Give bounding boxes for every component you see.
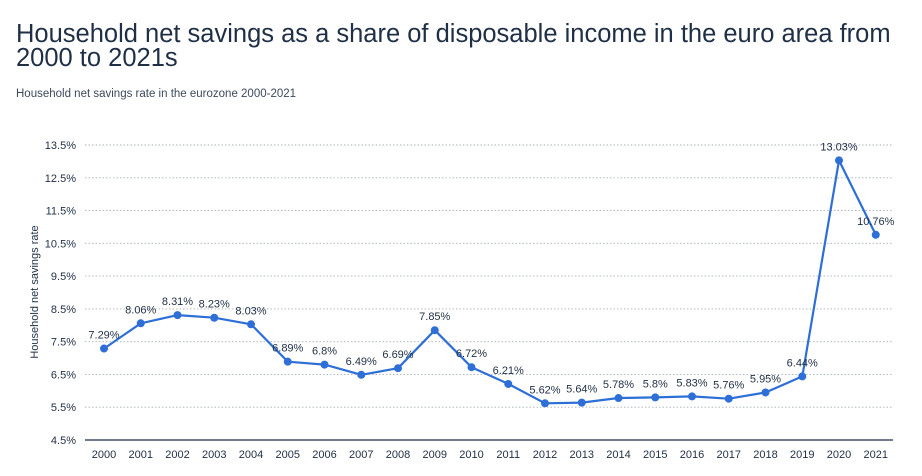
data-label: 8.06% [125, 304, 156, 316]
x-tick-label: 2009 [423, 449, 447, 461]
y-axis-label: Household net savings rate [29, 225, 41, 358]
x-tick-label: 2016 [680, 449, 704, 461]
data-label: 5.83% [676, 377, 707, 389]
x-tick-label: 2003 [202, 449, 226, 461]
x-tick-label: 2001 [129, 449, 153, 461]
data-point[interactable] [724, 394, 733, 403]
data-point[interactable] [577, 398, 586, 407]
data-point[interactable] [504, 379, 513, 388]
y-tick-layer: 13.5% 12.5% 11.5% 10.5% 9.5% 8.5% 7.5% 6.5% 5.5%… [45, 140, 76, 447]
data-point[interactable] [136, 319, 145, 328]
data-label: 7.85% [419, 311, 450, 323]
point-layer [100, 156, 880, 408]
data-point[interactable] [247, 320, 255, 329]
data-point[interactable] [688, 392, 696, 401]
data-point[interactable] [651, 393, 660, 402]
data-label: 5.95% [750, 373, 781, 385]
x-tick-label: 2002 [165, 449, 189, 461]
data-label: 10.76% [857, 216, 895, 228]
y-tick-label: 13.5% [45, 140, 76, 152]
data-label: 6.49% [346, 356, 377, 368]
data-label: 8.03% [235, 305, 266, 317]
data-point[interactable] [614, 394, 623, 403]
data-point[interactable] [173, 311, 182, 320]
x-tick-label: 2019 [790, 449, 814, 461]
grid-layer [85, 144, 893, 441]
data-label: 8.31% [162, 296, 193, 308]
data-point[interactable] [100, 344, 108, 353]
data-label: 8.23% [199, 299, 230, 311]
x-tick-label: 2014 [606, 449, 630, 461]
data-label: 6.89% [272, 343, 303, 355]
x-tick-label: 2013 [570, 449, 594, 461]
x-tick-label: 2017 [717, 449, 741, 461]
chart-title: Household net savings as a share of disp… [16, 20, 891, 72]
data-label-layer: 7.29% 8.06% 8.31% 8.23% 8.03% 6.89% 6.8% 6.49% 6… [88, 141, 894, 396]
data-point[interactable] [467, 363, 476, 372]
y-tick-label: 10.5% [45, 238, 76, 250]
data-label: 6.72% [456, 348, 487, 360]
y-tick-label: 12.5% [45, 173, 76, 185]
x-tick-label: 2005 [276, 449, 300, 461]
y-tick-label: 7.5% [51, 337, 76, 349]
x-tick-label: 2012 [533, 449, 557, 461]
series-line [103, 159, 877, 405]
data-label: 6.8% [312, 346, 337, 358]
x-tick-label: 2018 [753, 449, 777, 461]
x-tick-label: 2010 [459, 449, 483, 461]
data-label: 5.62% [529, 384, 560, 396]
data-point[interactable] [283, 357, 292, 366]
data-point[interactable] [357, 370, 366, 379]
x-tick-label: 2011 [496, 449, 520, 461]
y-tick-label: 5.5% [51, 402, 76, 414]
x-tick-layer: 2000 2001 2002 2003 2004 2005 2006 2007 2008 2009… [92, 449, 888, 461]
x-tick-label: 2006 [312, 449, 336, 461]
x-tick-label: 2020 [827, 449, 851, 461]
x-tick-label: 2015 [643, 449, 667, 461]
data-point[interactable] [430, 326, 439, 335]
y-tick-label: 8.5% [51, 304, 76, 316]
data-label: 6.21% [493, 365, 524, 377]
data-label: 5.76% [713, 380, 744, 392]
x-tick-label: 2007 [349, 449, 373, 461]
data-point[interactable] [761, 388, 770, 397]
y-tick-label: 4.5% [51, 435, 76, 447]
data-point[interactable] [871, 230, 880, 239]
data-label: 5.8% [643, 378, 668, 390]
data-label: 6.69% [382, 349, 413, 361]
data-point[interactable] [835, 156, 843, 165]
y-tick-label: 11.5% [46, 206, 77, 218]
y-tick-label: 9.5% [51, 271, 76, 283]
data-point[interactable] [798, 372, 807, 381]
y-tick-label: 6.5% [51, 369, 76, 381]
data-label: 7.29% [88, 330, 119, 342]
data-point[interactable] [320, 360, 329, 369]
x-tick-label: 2004 [239, 449, 263, 461]
data-point[interactable] [210, 313, 219, 322]
x-tick-label: 2000 [92, 449, 116, 461]
data-label: 13.03% [820, 141, 858, 153]
x-tick-label: 2008 [386, 449, 410, 461]
data-label: 6.44% [787, 357, 818, 369]
x-tick-label: 2021 [864, 449, 888, 461]
data-label: 5.78% [603, 379, 634, 391]
data-point[interactable] [541, 399, 549, 408]
data-point[interactable] [394, 364, 402, 373]
data-label: 5.64% [566, 384, 597, 396]
chart-subtitle: Household net savings rate in the eurozo… [16, 88, 297, 100]
